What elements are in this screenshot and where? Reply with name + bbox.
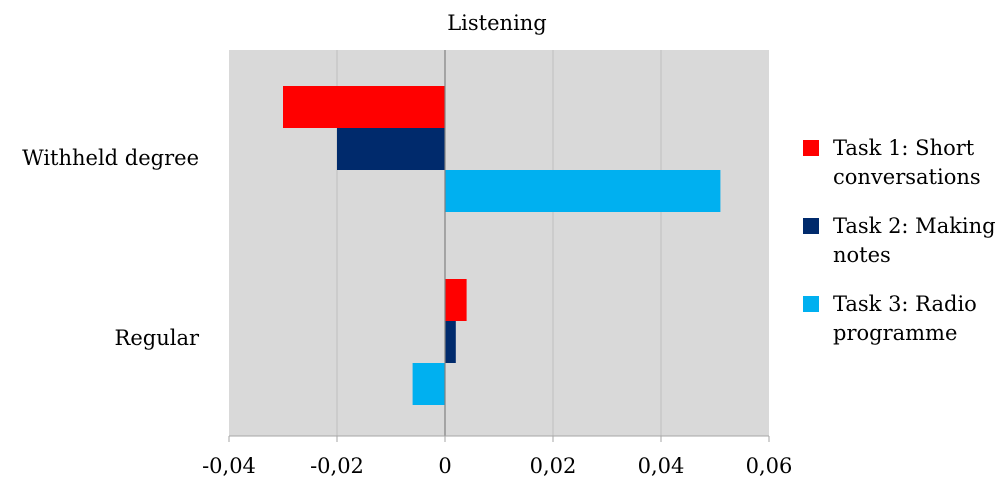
bar-withheld-degree-task-1 xyxy=(283,86,445,128)
x-tick-label: 0,06 xyxy=(746,454,793,478)
category-label-regular: Regular xyxy=(115,326,200,350)
bar-regular-task-2 xyxy=(445,321,456,363)
bar-regular-task-1 xyxy=(445,279,467,321)
legend-label-task-2: Task 2: Making notes xyxy=(833,214,996,267)
category-label-withheld-degree: Withheld degree xyxy=(22,146,199,170)
bar-regular-task-3 xyxy=(412,363,445,405)
legend-label-task-3: Task 3: Radio programme xyxy=(833,292,977,345)
x-tick-label: 0 xyxy=(438,454,451,478)
legend-label-task-1: Task 1: Short conversations xyxy=(833,136,981,189)
x-tick-label: -0,02 xyxy=(310,454,364,478)
legend-swatch-task-2 xyxy=(803,218,819,234)
legend-item-task-1: Task 1: Short conversations xyxy=(803,134,1003,192)
x-tick-label: 0,04 xyxy=(638,454,685,478)
bar-withheld-degree-task-2 xyxy=(337,128,445,170)
chart-legend: Task 1: Short conversations Task 2: Maki… xyxy=(803,134,1003,368)
x-tick-label: -0,04 xyxy=(202,454,256,478)
x-tick-label: 0,02 xyxy=(530,454,577,478)
legend-item-task-3: Task 3: Radio programme xyxy=(803,290,1003,348)
legend-swatch-task-1 xyxy=(803,140,819,156)
bar-withheld-degree-task-3 xyxy=(445,170,721,212)
legend-item-task-2: Task 2: Making notes xyxy=(803,212,1003,270)
legend-swatch-task-3 xyxy=(803,296,819,312)
chart-title: Listening xyxy=(447,11,547,35)
